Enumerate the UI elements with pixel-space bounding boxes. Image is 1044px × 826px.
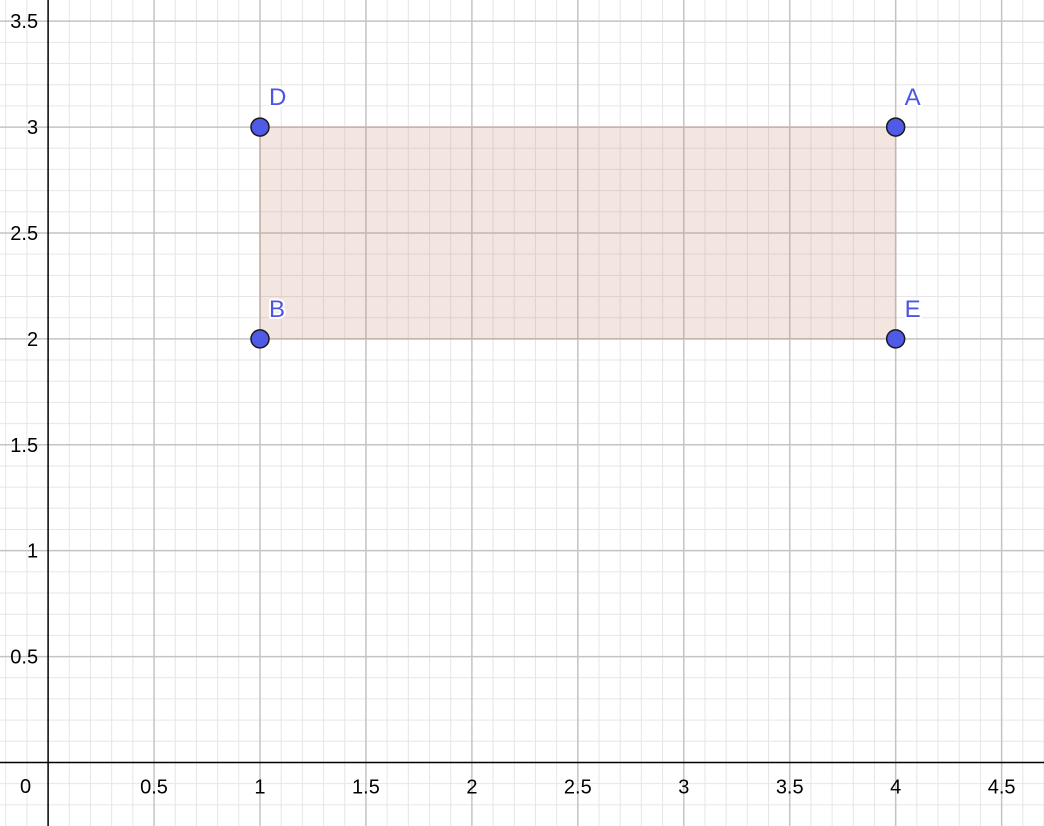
y-tick-label: 1: [27, 541, 38, 563]
point-marker[interactable]: [250, 117, 270, 137]
point-label: E: [905, 296, 921, 323]
point-label: D: [269, 84, 286, 111]
x-tick-label: 2: [466, 776, 477, 798]
tick-labels: 0 0.5 1 1.5 2 2.5 3 3.5 4 4.5 0.5 1 1.5 2 2.5 3 3.5: [10, 11, 1015, 798]
x-tick-label: 2.5: [564, 776, 592, 798]
point-label: A: [905, 84, 921, 111]
point-label: B: [269, 296, 285, 323]
point-e[interactable]: E: [885, 294, 923, 349]
rectangle-polygon-layer: [259, 126, 897, 340]
point-b[interactable]: B: [250, 294, 287, 349]
rectangle-polygon[interactable]: [259, 126, 897, 340]
x-tick-label: 3: [678, 776, 689, 798]
y-tick-label: 2.5: [10, 223, 38, 245]
x-tick-label: 1: [254, 776, 265, 798]
point-marker[interactable]: [885, 329, 906, 349]
origin-label: 0: [20, 776, 31, 798]
points-layer: D A B E: [250, 82, 923, 349]
x-tick-label: 1.5: [352, 776, 380, 798]
point-d[interactable]: D: [250, 82, 288, 137]
point-marker[interactable]: [250, 329, 270, 349]
y-tick-label: 0.5: [10, 647, 38, 669]
x-tick-label: 3.5: [776, 776, 804, 798]
point-marker[interactable]: [885, 117, 906, 137]
x-tick-label: 0.5: [140, 776, 168, 798]
point-a[interactable]: A: [885, 82, 923, 137]
y-tick-label: 3.5: [10, 11, 38, 33]
y-tick-label: 2: [27, 329, 38, 351]
y-tick-label: 3: [27, 117, 38, 139]
x-tick-label: 4: [890, 776, 901, 798]
x-tick-label: 4.5: [988, 776, 1016, 798]
y-tick-label: 1.5: [10, 435, 38, 457]
